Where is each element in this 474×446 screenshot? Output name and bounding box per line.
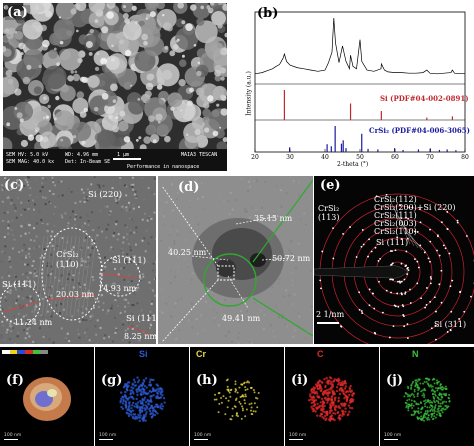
- eds-n-title: N: [412, 349, 419, 359]
- panel-j-eds-n: N (j) 100 nm: [380, 347, 474, 446]
- eds-i-scale: 100 nm: [289, 433, 307, 438]
- saed-scale-bar: [317, 322, 339, 324]
- sem-hv: SEM HV: 5.0 kV: [6, 152, 49, 158]
- xrd-xtick-label: 50: [356, 154, 364, 161]
- saed-scale: 2 1/nm: [316, 310, 345, 319]
- grain-circle-left: [0, 283, 41, 325]
- label-si111-mid: Si (111): [112, 256, 147, 266]
- sem-perf: Performance in nanospace: [127, 164, 200, 170]
- panel-i-label: (i): [291, 373, 309, 388]
- label-si220: Si (220): [88, 190, 123, 200]
- tem-dist-3: 50.72 nm: [272, 254, 311, 263]
- eds-si-title: Si: [139, 349, 148, 359]
- measure-line-2: [101, 273, 139, 279]
- eds-j-scalebar: [384, 439, 398, 440]
- panel-c-hrtem: (c) Si (220) CrSi₂ (110) Si (111) Si (11…: [0, 176, 156, 344]
- panel-j-label: (j): [386, 373, 404, 388]
- panel-h-label: (h): [196, 373, 218, 388]
- tem-zoom-box: [217, 265, 235, 281]
- dist-20: 20.03 nm: [56, 290, 95, 299]
- panel-a-label: (a): [5, 5, 30, 20]
- xrd-xtick-label: 80: [461, 154, 469, 161]
- eds-cr-title: Cr: [196, 349, 207, 359]
- sem-image: [3, 3, 227, 158]
- xrd-xtick-label: 30: [286, 154, 294, 161]
- panel-i-eds-c: C (i) 100 nm: [285, 347, 379, 446]
- measure-line-3: [3, 301, 39, 313]
- eds-colorbar: [2, 350, 49, 354]
- sem-wd: WD: 4.96 mm: [65, 152, 99, 158]
- eds-overlay-image: [23, 377, 71, 421]
- eds-g-scalebar: [99, 439, 113, 440]
- panel-e-label: (e): [320, 178, 341, 193]
- xrd-xtick-label: 60: [391, 154, 399, 161]
- panel-e-saed: (e) CrSi₂(112) CrSi₂(200)+Si (220) CrSi₂…: [314, 176, 474, 344]
- xrd-xtick-label: 70: [426, 154, 434, 161]
- eds-c-title: C: [317, 349, 324, 359]
- eds-c-map: [307, 376, 356, 422]
- panel-g-eds-si: Si (g) 100 nm: [95, 347, 189, 446]
- hrtem-image: [0, 176, 156, 344]
- panel-b-label: (b): [257, 6, 279, 21]
- xrd-ylabel: Intensity (a.u.): [245, 71, 253, 116]
- xrd-chart: 20 30 40 50 60 70 80: [251, 11, 469, 161]
- eds-si-map: [119, 376, 166, 423]
- xrd-xtick-label: 40: [321, 154, 329, 161]
- eds-h-scale: 100 nm: [194, 433, 212, 438]
- saed-crsi2-113: CrSi₂ (113): [318, 204, 340, 222]
- saed-si311: Si (311): [434, 320, 467, 329]
- dist-8: 8.25 nm: [124, 332, 156, 341]
- eds-cr-map: [213, 378, 260, 421]
- eds-i-scalebar: [289, 439, 303, 440]
- xrd-pattern-line: [254, 17, 466, 75]
- saed-ring-5: CrSi₂(110): [374, 227, 417, 236]
- xrd-ref-crsi2-label: CrSi₂ (PDF#04-006-3065): [369, 126, 470, 135]
- label-si111-left: Si (111): [2, 280, 37, 290]
- panel-f-label: (f): [6, 373, 24, 388]
- saed-ring-2: CrSi₂(200)+Si (220): [374, 203, 456, 212]
- measure-line-1: [47, 293, 97, 301]
- eds-h-scalebar: [194, 439, 208, 440]
- sem-info-bar: [3, 149, 227, 171]
- xrd-xlabel: 2-theta (°): [337, 161, 369, 168]
- sem-det: Det: In-Beam SE: [65, 159, 111, 165]
- sem-scale-label: 1 μm: [117, 152, 130, 158]
- tem-dist-1: 35.15 nm: [254, 214, 293, 223]
- tem-region-circle: [203, 253, 257, 307]
- panel-d-tem: (d) 35.15 nm 40.25 nm 50.72 nm 49.41 nm: [158, 176, 313, 344]
- sem-scale-bar: [113, 158, 141, 160]
- grain-circle-si: [99, 255, 141, 297]
- eds-g-scale: 100 nm: [99, 433, 117, 438]
- dist-11: 11.24 nm: [14, 318, 53, 327]
- saed-ring-4: CrSi₂(003): [374, 219, 417, 228]
- saed-ring-1: CrSi₂(112): [374, 195, 417, 204]
- sem-mag: SEM MAG: 40.0 kx: [6, 159, 55, 165]
- dist-14: 14.93 nm: [98, 284, 137, 293]
- saed-si111: Si (111): [376, 238, 409, 247]
- measure-line-4: [127, 325, 151, 335]
- tem-image: [158, 176, 313, 344]
- panel-c-label: (c): [4, 178, 25, 193]
- panel-f-eds-overlay: (f) 100 nm: [0, 347, 94, 446]
- tem-dist-2: 40.25 nm: [168, 248, 207, 257]
- eds-n-map: [403, 377, 451, 422]
- sem-brand: MAIA3 TESCAN: [181, 152, 218, 158]
- label-si111-br: Si (111): [126, 314, 156, 324]
- label-crsi2-110: CrSi₂ (110): [56, 250, 79, 270]
- tem-dist-4: 49.41 nm: [222, 314, 261, 323]
- eds-f-scalebar: [4, 439, 18, 440]
- eds-j-scale: 100 nm: [384, 433, 402, 438]
- xrd-ref-si-label: Si (PDF#04-002-0891): [380, 94, 469, 103]
- saed-beam-stopper: [314, 265, 409, 279]
- panel-h-eds-cr: Cr (h) 100 nm: [190, 347, 284, 446]
- panel-b-xrd: 20 30 40 50 60 70 80 (b) Intensity (a.u.) 2-th…: [229, 2, 473, 172]
- xrd-xtick-label: 20: [251, 154, 259, 161]
- panel-g-label: (g): [101, 373, 123, 388]
- saed-pattern: [314, 193, 474, 344]
- eds-f-scale: 100 nm: [4, 433, 22, 438]
- panel-a-sem: SEM HV: 5.0 kV SEM MAG: 40.0 kx WD: 4.96…: [3, 3, 227, 171]
- saed-ring-3: CrSi₂(111): [374, 211, 417, 220]
- panel-d-label: (d): [178, 180, 200, 195]
